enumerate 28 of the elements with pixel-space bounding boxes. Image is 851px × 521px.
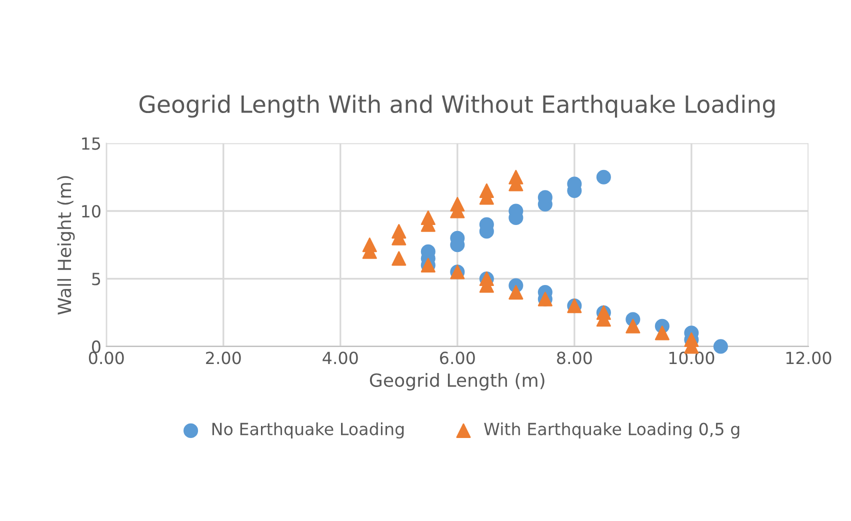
x-axis-title: Geogrid Length (m) (370, 373, 544, 390)
point (392, 224, 406, 239)
point (450, 196, 465, 212)
point (654, 326, 670, 340)
x-tick-label: 4.00 (322, 352, 358, 364)
y-tick-label: 10 (82, 204, 100, 218)
x-tick-label: 0.00 (88, 352, 124, 364)
point (508, 170, 524, 184)
point (362, 238, 377, 252)
y-tick-label: 0 (92, 340, 100, 354)
legend-label: With Earthquake Loading 0,5 g (484, 422, 740, 439)
point (713, 339, 728, 354)
point (392, 251, 406, 266)
point (596, 170, 611, 184)
point (508, 284, 524, 300)
x-tick-label: 8.00 (557, 352, 592, 364)
point (626, 318, 640, 334)
y-tick-label: 15 (82, 137, 100, 150)
legend-label: No Earthquake Loading (212, 422, 404, 439)
point (479, 183, 494, 198)
point (420, 210, 436, 226)
x-tick-label: 6.00 (440, 352, 475, 364)
x-tick-label: 10.00 (669, 352, 714, 364)
x-tick-label: 2.00 (206, 352, 241, 364)
y-tick-label: 5 (92, 272, 100, 286)
x-tick-label: 12.00 (786, 352, 832, 364)
chart-title: Geogrid Length With and Without Earthquake Loading (139, 94, 775, 118)
y-axis-title: Wall Height (m) (57, 176, 75, 315)
